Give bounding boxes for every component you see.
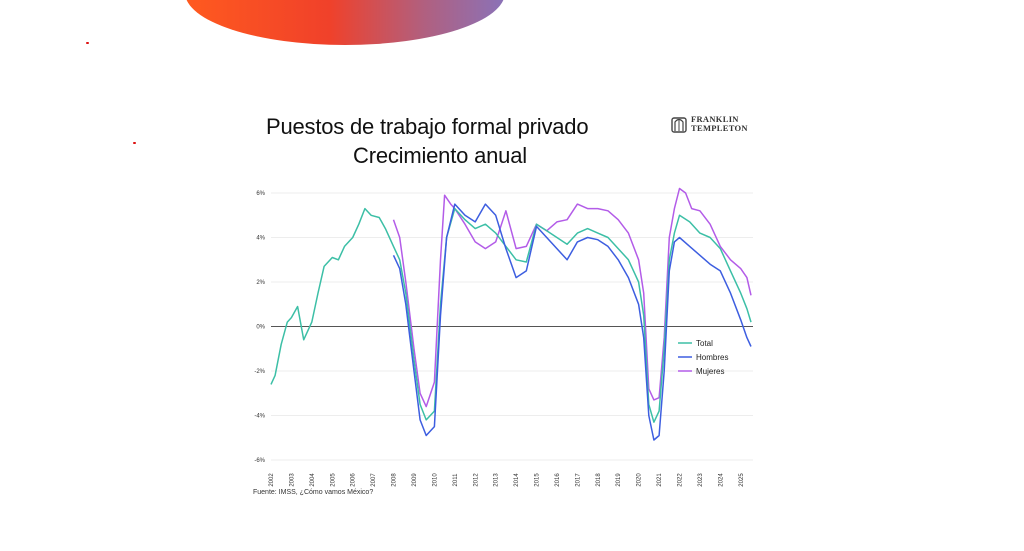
- y-tick-label: 2%: [256, 280, 265, 286]
- x-tick-label: 2025: [739, 473, 745, 487]
- source-note: Fuente: IMSS, ¿Cómo vamos México?: [253, 489, 374, 496]
- chart-title-line1: Puestos de trabajo formal privado: [266, 114, 589, 139]
- legend-label-hombres: Hombres: [696, 353, 728, 362]
- logo-line1: FRANKLIN: [691, 114, 739, 124]
- x-tick-label: 2002: [269, 473, 275, 487]
- chart-slide: Puestos de trabajo formal privado Crecim…: [223, 100, 833, 502]
- x-tick-label: 2019: [616, 473, 622, 487]
- y-tick-label: -2%: [254, 369, 265, 375]
- logo-text: FRANKLIN TEMPLETON: [691, 115, 748, 133]
- x-tick-label: 2021: [657, 473, 663, 487]
- x-tick-label: 2012: [473, 473, 479, 487]
- x-tick-label: 2010: [432, 473, 438, 487]
- x-tick-label: 2020: [637, 473, 643, 487]
- x-tick-label: 2016: [555, 473, 561, 487]
- x-tick-label: 2015: [535, 473, 541, 487]
- x-tick-label: 2007: [371, 473, 377, 487]
- x-tick-label: 2011: [453, 473, 459, 487]
- legend-label-mujeres: Mujeres: [696, 367, 724, 376]
- decorative-gradient-shape: [185, 0, 505, 45]
- y-tick-label: 4%: [256, 236, 265, 242]
- line-chart: 6% 4% 2% 0% -2% -4% -6% 2002 2003 2004 2005 2006 200…: [254, 187, 753, 487]
- x-tick-label: 2009: [412, 473, 418, 487]
- decorative-red-mark: [86, 42, 89, 44]
- y-tick-label: -4%: [254, 414, 265, 420]
- decorative-red-mark: [133, 142, 136, 144]
- chart-title-line2: Crecimiento anual: [353, 143, 527, 168]
- x-tick-label: 2003: [289, 473, 295, 487]
- x-tick-label: 2005: [330, 473, 336, 487]
- x-tick-label: 2004: [310, 473, 316, 487]
- series-line-mujeres: [392, 187, 752, 408]
- series-line-total: [270, 207, 752, 423]
- x-tick-label: 2008: [392, 473, 398, 487]
- x-tick-label: 2022: [678, 473, 684, 487]
- logo-line2: TEMPLETON: [691, 123, 748, 133]
- series-line-hombres: [392, 203, 752, 441]
- x-tick-label: 2018: [596, 473, 602, 487]
- y-tick-label: 6%: [256, 191, 265, 197]
- legend-label-total: Total: [696, 339, 713, 348]
- x-tick-label: 2006: [351, 473, 357, 487]
- x-tick-label: 2023: [698, 473, 704, 487]
- franklin-templeton-logo: FRANKLIN TEMPLETON: [670, 114, 748, 134]
- x-tick-label: 2024: [718, 473, 724, 487]
- x-tick-label: 2017: [575, 473, 581, 487]
- x-tick-label: 2013: [494, 473, 500, 487]
- y-tick-label: -6%: [254, 458, 265, 464]
- y-tick-label: 0%: [256, 325, 265, 331]
- franklin-templeton-emblem-icon: [671, 117, 687, 133]
- x-tick-label: 2014: [514, 473, 520, 487]
